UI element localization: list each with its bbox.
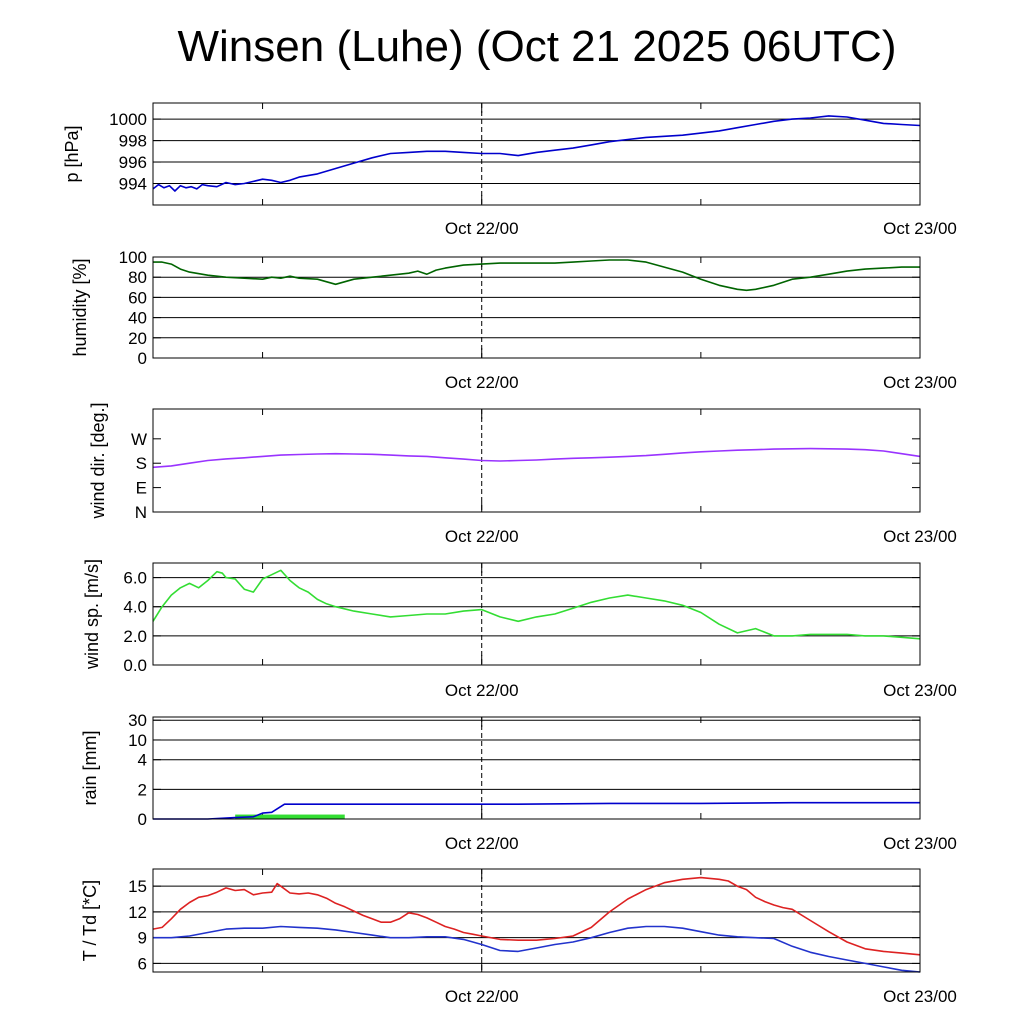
y-tick-label: 6 [138,954,147,973]
y-tick-label: 15 [128,877,147,896]
series-line-1 [152,569,921,640]
y-tick-label: 40 [128,309,147,328]
panel-1: 994 996 998 1000 Oct 22/00 Oct 23/00 p [hPa] [62,102,957,238]
y-axis-label: p [hPa] [62,125,82,182]
panel-frame [152,868,921,973]
series-line-1 [152,115,921,192]
y-tick-label: 0.0 [123,656,147,675]
y-tick-label: 4.0 [123,598,147,617]
series-line-1 [152,447,921,469]
y-tick-label: 12 [128,903,147,922]
y-tick-label: 0 [138,810,147,829]
y-tick-label: 80 [128,268,147,287]
y-axis-label: T / Td [*C] [80,880,100,961]
y-tick-label: 100 [119,248,147,267]
y-tick-label: 2 [138,780,147,799]
y-tick-label: S [136,454,147,473]
y-tick-label: 994 [119,175,147,194]
x-tick-label: Oct 22/00 [445,987,519,1006]
rain-bar [235,814,345,819]
x-tick-label: Oct 23/00 [883,373,957,392]
x-tick-label: Oct 22/00 [445,373,519,392]
x-tick-label: Oct 23/00 [883,219,957,238]
y-tick-label: 0 [138,349,147,368]
y-tick-label: 60 [128,288,147,307]
y-tick-label: 4 [138,751,147,770]
panel-frame [152,102,921,206]
panel-frame [152,408,921,513]
panel-frame [152,256,921,359]
x-tick-label: Oct 22/00 [445,527,519,546]
x-tick-label: Oct 23/00 [883,987,957,1006]
y-axis-label: humidity [%] [70,258,90,356]
chart-title: Winsen (Luhe) (Oct 21 2025 06UTC) [177,22,897,71]
y-tick-label: 10 [128,731,147,750]
panel-4: 0.0 2.0 4.0 6.0 Oct 22/00 Oct 23/00 wind sp. [… [82,559,957,700]
y-tick-label: 9 [138,929,147,948]
x-tick-label: Oct 22/00 [445,834,519,853]
y-tick-label: 2.0 [123,627,147,646]
panel-frame [152,562,921,666]
y-axis-label: wind sp. [m/s] [82,559,102,670]
panel-frame [152,716,921,820]
series-line-1 [152,876,921,956]
panel-6: 6 9 12 15 Oct 22/00 Oct 23/00 T / Td [*C] [80,868,957,1006]
series-line-2 [153,925,921,973]
y-tick-label: 20 [128,329,147,348]
y-tick-label: 6.0 [123,569,147,588]
x-tick-label: Oct 23/00 [883,527,957,546]
y-tick-label: E [136,479,147,498]
x-tick-label: Oct 22/00 [445,219,519,238]
series-line-1 [153,801,920,820]
y-tick-label: N [135,503,147,522]
y-tick-label: 998 [119,132,147,151]
y-tick-label: 1000 [109,110,147,129]
y-axis-label: rain [mm] [80,730,100,805]
x-tick-label: Oct 22/00 [445,681,519,700]
x-tick-label: Oct 23/00 [883,681,957,700]
y-tick-label: 996 [119,153,147,172]
y-tick-label: W [131,430,147,449]
y-axis-label: wind dir. [deg.] [88,402,108,519]
y-tick-label: 30 [128,711,147,730]
x-tick-label: Oct 23/00 [883,834,957,853]
series-line-1 [153,259,920,292]
